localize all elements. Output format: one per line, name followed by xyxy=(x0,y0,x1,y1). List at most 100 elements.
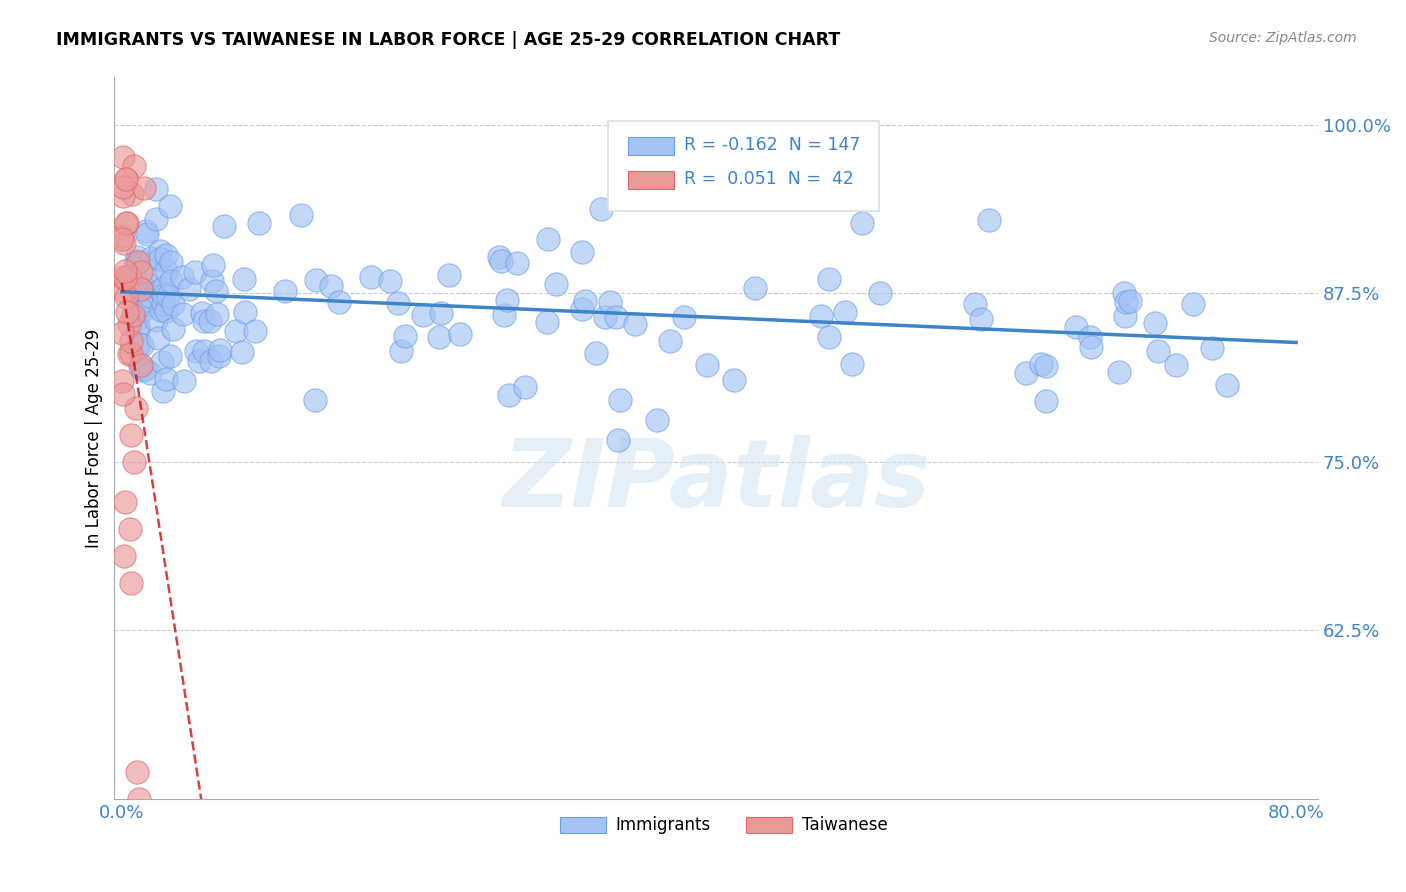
Point xyxy=(141,264,163,278)
Point xyxy=(138,289,160,303)
Point xyxy=(1080,330,1102,344)
Text: Source: ZipAtlas.com: Source: ZipAtlas.com xyxy=(1209,31,1357,45)
Point xyxy=(841,357,863,371)
Point xyxy=(131,338,153,352)
Point xyxy=(205,284,228,298)
Point xyxy=(645,413,668,427)
Point xyxy=(1115,294,1137,309)
Point xyxy=(122,308,145,322)
Point xyxy=(979,213,1001,227)
Point xyxy=(599,295,621,310)
Point xyxy=(1164,358,1187,372)
Point xyxy=(139,277,162,292)
Point xyxy=(571,245,593,260)
FancyBboxPatch shape xyxy=(607,120,879,211)
Point xyxy=(696,358,718,372)
Point xyxy=(429,306,451,320)
Point xyxy=(118,318,141,332)
Point xyxy=(170,269,193,284)
Point xyxy=(132,302,155,317)
Point xyxy=(184,344,207,359)
Point xyxy=(122,159,145,173)
Point xyxy=(128,337,150,351)
Point xyxy=(673,310,696,325)
Text: R = -0.162  N = 147: R = -0.162 N = 147 xyxy=(683,136,860,153)
Point xyxy=(173,374,195,388)
Point xyxy=(574,293,596,308)
Point xyxy=(112,549,135,563)
Point xyxy=(208,343,231,358)
Point xyxy=(274,284,297,298)
Point xyxy=(131,363,153,377)
Point xyxy=(131,286,153,301)
Point xyxy=(193,344,215,359)
Point xyxy=(153,279,176,293)
Point xyxy=(970,312,993,326)
Point xyxy=(488,251,510,265)
Point xyxy=(247,217,270,231)
Point xyxy=(190,306,212,320)
Point xyxy=(200,354,222,368)
Point xyxy=(1035,393,1057,408)
Point xyxy=(179,283,201,297)
Point xyxy=(120,427,142,442)
Point xyxy=(115,172,138,186)
Point xyxy=(198,314,221,328)
Point xyxy=(232,272,254,286)
Point xyxy=(818,330,841,344)
Point xyxy=(498,388,520,402)
Point xyxy=(1146,344,1168,359)
Point xyxy=(1108,365,1130,379)
Point xyxy=(606,433,628,447)
Point xyxy=(132,181,155,195)
Text: Taiwanese: Taiwanese xyxy=(801,815,887,834)
Point xyxy=(810,309,832,323)
Bar xyxy=(747,817,792,832)
Point xyxy=(1080,340,1102,354)
Point xyxy=(120,522,142,536)
Point xyxy=(114,172,136,186)
Point xyxy=(328,294,350,309)
Point xyxy=(111,374,134,388)
Point xyxy=(152,297,174,311)
Point xyxy=(591,202,613,217)
Point xyxy=(155,264,177,278)
Point xyxy=(129,360,152,375)
Point xyxy=(114,264,136,278)
Point xyxy=(112,235,135,250)
Point xyxy=(125,312,148,326)
Point xyxy=(546,277,568,291)
Point xyxy=(150,303,173,318)
Point xyxy=(658,334,681,348)
Point xyxy=(118,347,141,361)
Point xyxy=(304,392,326,407)
Point xyxy=(134,362,156,376)
Point xyxy=(1144,316,1167,330)
Point xyxy=(205,307,228,321)
Point xyxy=(153,288,176,302)
Point xyxy=(1118,293,1140,308)
Point xyxy=(536,314,558,328)
Point xyxy=(183,265,205,279)
Point xyxy=(115,216,138,230)
Point xyxy=(1015,367,1038,381)
Point xyxy=(378,274,401,288)
Point xyxy=(120,346,142,360)
Point xyxy=(128,791,150,805)
Point xyxy=(145,312,167,326)
Point xyxy=(869,286,891,301)
Point xyxy=(124,455,146,469)
Point xyxy=(394,329,416,343)
Point xyxy=(214,219,236,234)
Text: ZIPatlas: ZIPatlas xyxy=(502,435,931,527)
Point xyxy=(112,284,135,298)
Point xyxy=(145,211,167,226)
Point xyxy=(111,269,134,284)
Point xyxy=(1029,357,1052,371)
Point xyxy=(412,308,434,322)
Point xyxy=(127,255,149,269)
Point xyxy=(609,392,631,407)
Point xyxy=(319,278,342,293)
Point xyxy=(127,764,149,779)
Point xyxy=(149,252,172,266)
